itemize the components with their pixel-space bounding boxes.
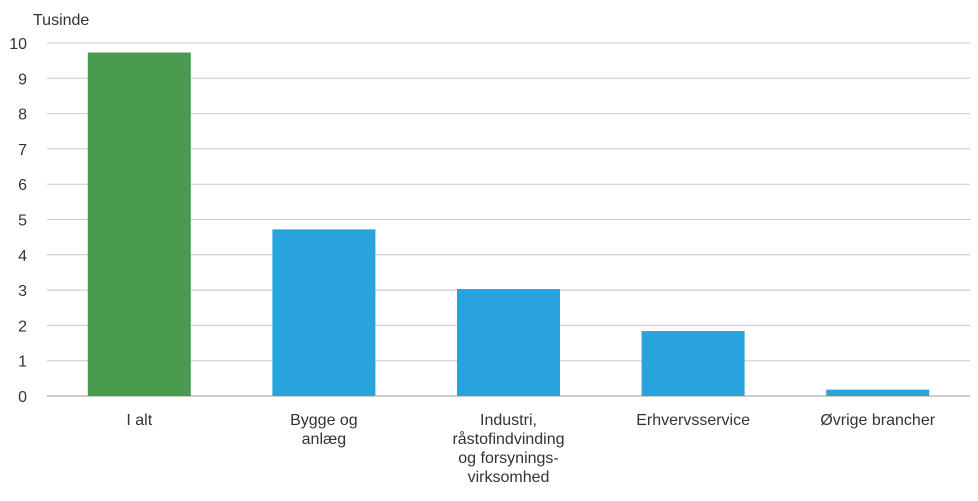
- x-tick-label-line: Industri,: [480, 412, 537, 429]
- x-tick-label-line: og forsynings-: [458, 450, 559, 467]
- bar: [826, 389, 930, 396]
- y-tick-label: 3: [18, 283, 27, 300]
- y-tick-label: 10: [9, 36, 27, 53]
- y-tick-label: 8: [18, 107, 27, 124]
- y-tick-label: 4: [18, 248, 27, 265]
- gridlines: [47, 42, 970, 397]
- y-tick-label: 0: [18, 389, 27, 406]
- x-tick-label-line: Øvrige brancher: [820, 412, 935, 429]
- bar: [87, 52, 191, 396]
- bars: [87, 52, 930, 396]
- y-tick-label: 9: [18, 71, 27, 88]
- x-tick-label-line: anlæg: [302, 431, 346, 448]
- x-tick-label: Øvrige brancher: [820, 412, 935, 429]
- x-axis-ticks: I alt Bygge og anlæg Industri, råstofindvind…: [126, 412, 935, 486]
- x-tick-label: Industri, råstofindvinding og forsynings-v…: [452, 412, 564, 486]
- x-tick-label: I alt: [126, 412, 152, 429]
- x-tick-label: Bygge og anlæg: [290, 412, 358, 448]
- y-tick-label: 5: [18, 213, 27, 230]
- x-tick-label-line: Erhvervsservice: [636, 412, 750, 429]
- x-tick-label-line: råstofindvinding: [452, 430, 564, 448]
- y-axis-ticks: 0 1 2 3 4 5 6 7 8 9 10: [9, 36, 27, 406]
- bar: [457, 289, 560, 396]
- y-axis-unit-label: Tusinde: [33, 12, 89, 29]
- y-tick-label: 7: [18, 142, 27, 159]
- y-tick-label: 2: [18, 318, 27, 335]
- x-tick-label-line: virksomhed: [468, 469, 550, 486]
- x-tick-label-line: I alt: [126, 412, 152, 429]
- bar: [641, 331, 745, 396]
- y-tick-label: 1: [18, 354, 27, 371]
- bar: [272, 229, 376, 396]
- x-tick-label-line: Bygge og: [290, 412, 358, 429]
- y-tick-label: 6: [18, 177, 27, 194]
- x-tick-label: Erhvervsservice: [636, 412, 750, 429]
